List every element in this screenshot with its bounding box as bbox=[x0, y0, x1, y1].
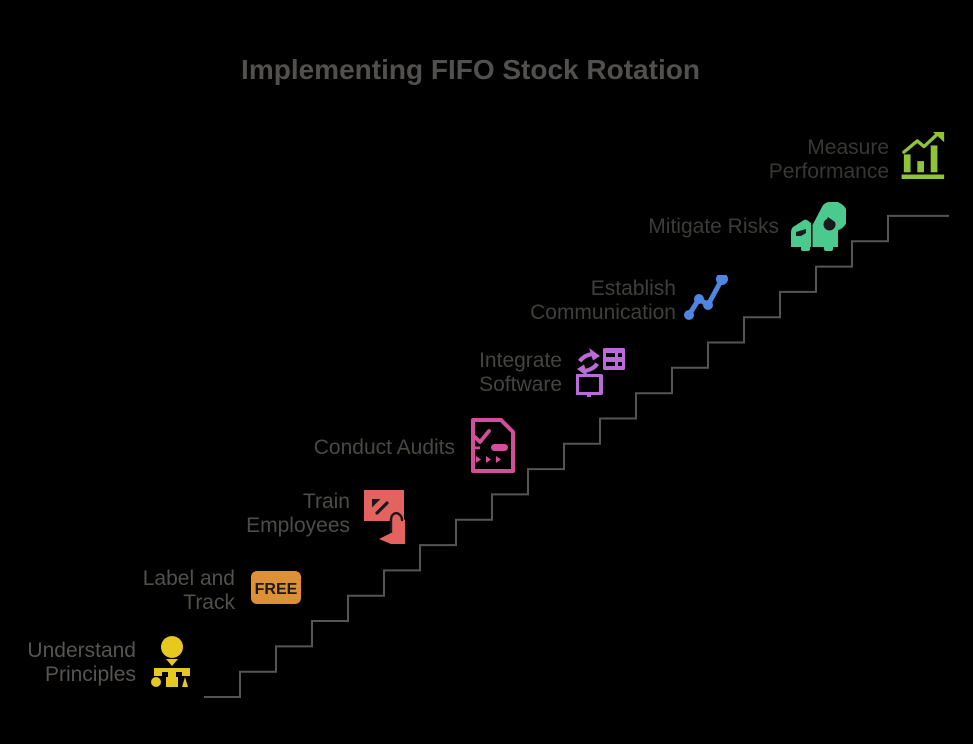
svg-text:FREE: FREE bbox=[255, 581, 298, 598]
